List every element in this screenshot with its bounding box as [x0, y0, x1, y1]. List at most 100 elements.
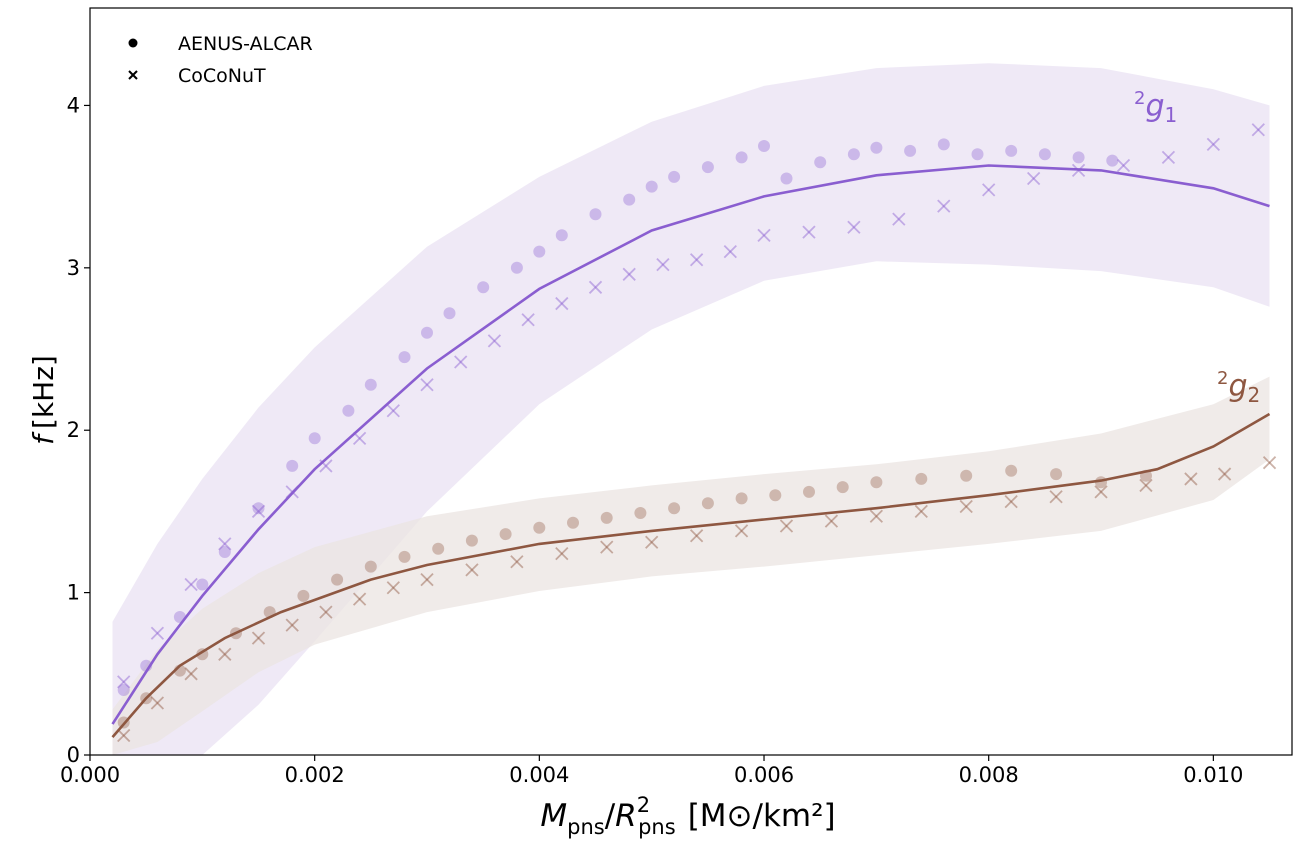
- aenus-point-g2: [297, 589, 310, 602]
- aenus-point-g1: [364, 378, 377, 391]
- coconut-point-g1: [555, 296, 569, 311]
- aenus-point-g1: [668, 170, 681, 183]
- series-label-g1-base: g: [1145, 89, 1164, 124]
- aenus-point-g1: [510, 261, 523, 274]
- aenus-point-g1: [342, 404, 355, 417]
- series-label-g1: 2g1: [1134, 88, 1177, 127]
- aenus-point-g1: [443, 307, 456, 320]
- aenus-point-g1: [735, 151, 748, 164]
- coconut-point-g1: [1116, 158, 1131, 173]
- y-tick-label: 0: [67, 743, 80, 767]
- aenus-point-g1: [645, 180, 658, 193]
- coconut-point-g1: [656, 257, 670, 272]
- coconut-point-g2: [869, 509, 883, 523]
- aenus-point-g1: [1106, 154, 1119, 167]
- coconut-point-g1: [454, 355, 468, 369]
- coconut-point-g2: [117, 728, 131, 743]
- coconut-point-g1: [1206, 137, 1221, 152]
- coconut-point-g2: [285, 618, 299, 632]
- x-axis-label-r-sup: 2: [637, 793, 650, 817]
- coconut-point-g1: [689, 253, 704, 267]
- fit-curves: [111, 164, 1271, 738]
- aenus-point-g1: [533, 245, 546, 258]
- aenus-point-g2: [533, 521, 546, 534]
- coconut-point-g2: [420, 572, 434, 587]
- coconut-point-g1: [521, 313, 535, 327]
- series-label-g1-sub: 1: [1165, 103, 1178, 127]
- series-label-g1-sup: 2: [1134, 88, 1145, 109]
- coconut-point-g1: [937, 199, 951, 213]
- aenus-point-g1: [1005, 144, 1018, 157]
- x-axis-label: Mpns/R2 pns [M⊙/km²]: [540, 793, 835, 839]
- aenus-point-g2: [735, 492, 748, 505]
- fit-curve-g1: [111, 164, 1270, 725]
- coconut-point-g2: [1004, 495, 1018, 509]
- coconut-point-g2: [319, 605, 333, 619]
- aenus-point-g1: [308, 432, 321, 445]
- y-axis-label-unit: [kHz]: [27, 355, 60, 429]
- aenus-point-g1: [758, 140, 770, 152]
- aenus-point-g1: [870, 141, 883, 154]
- x-axis-label-m: M: [540, 798, 567, 834]
- coconut-point-g1: [251, 504, 266, 519]
- coconut-point-g1: [588, 280, 603, 294]
- x-tick-label: 0.000: [60, 763, 120, 787]
- coconut-point-g2: [1217, 467, 1232, 481]
- x-tick-label: 0.010: [1183, 763, 1243, 787]
- aenus-point-g1: [971, 148, 984, 161]
- confidence-bands: [112, 63, 1270, 755]
- coconut-point-g2: [1262, 456, 1277, 470]
- x-axis-ticks: 0.000 0.002 0.004 0.006 0.008 0.010: [60, 755, 1243, 787]
- aenus-point-g2: [915, 472, 928, 485]
- coconut-point-g1: [184, 577, 198, 592]
- y-tick-label: 2: [67, 418, 80, 442]
- coconut-point-g1: [1161, 150, 1176, 165]
- aenus-point-g1: [117, 684, 130, 696]
- x-axis-label-m-sub: pns: [567, 815, 605, 839]
- coconut-point-g2: [184, 667, 198, 681]
- aenus-point-g2: [499, 528, 512, 541]
- aenus-point-g2: [701, 497, 714, 510]
- aenus-point-g1: [1072, 151, 1085, 164]
- aenus-point-g2: [803, 485, 815, 498]
- coconut-point-g1: [982, 183, 996, 197]
- x-axis-label-r: R: [615, 798, 637, 834]
- legend-label-aenus: AENUS-ALCAR: [178, 33, 313, 55]
- coconut-point-g2: [645, 535, 659, 549]
- legend-marker-aenus: [128, 38, 138, 48]
- aenus-point-g1: [477, 281, 490, 294]
- series-label-g2-sup: 2: [1217, 368, 1228, 389]
- series-label-g2-base: g: [1228, 369, 1247, 404]
- y-axis-label: f [kHz]: [27, 355, 60, 445]
- coconut-point-g1: [892, 212, 906, 226]
- aenus-point-g2: [600, 511, 613, 524]
- band-g2: [112, 376, 1270, 755]
- aenus-point-g2: [567, 516, 579, 529]
- aenus-point-g1: [196, 578, 209, 591]
- coconut-point-g2: [1184, 472, 1198, 486]
- x-axis-label-units: [M⊙/km²]: [688, 798, 836, 834]
- legend: AENUS-ALCAR CoCoNuT: [128, 33, 313, 87]
- coconut-point-g1: [847, 220, 861, 234]
- aenus-point-g1: [904, 144, 917, 157]
- y-tick-label: 1: [67, 581, 80, 605]
- coconut-point-g2: [150, 696, 165, 710]
- aenus-point-g1: [589, 208, 602, 221]
- x-tick-label: 0.002: [285, 763, 345, 787]
- coconut-point-g1: [802, 225, 816, 239]
- coconut-point-g2: [352, 592, 367, 606]
- aenus-point-g1: [421, 326, 433, 339]
- x-tick-label: 0.004: [509, 763, 569, 787]
- coconut-point-g2: [510, 555, 524, 569]
- coconut-point-g2: [555, 546, 569, 561]
- plot-frame: [89, 7, 1293, 756]
- aenus-point-g1: [398, 351, 411, 364]
- aenus-point-g2: [960, 469, 973, 482]
- y-axis-ticks: 0 1 2 3 4: [67, 93, 90, 767]
- aenus-point-g2: [432, 542, 445, 555]
- coconut-point-g2: [1139, 478, 1153, 493]
- coconut-point-g2: [600, 540, 614, 554]
- y-axis-label-f: f: [27, 431, 60, 445]
- aenus-point-g2: [465, 534, 478, 547]
